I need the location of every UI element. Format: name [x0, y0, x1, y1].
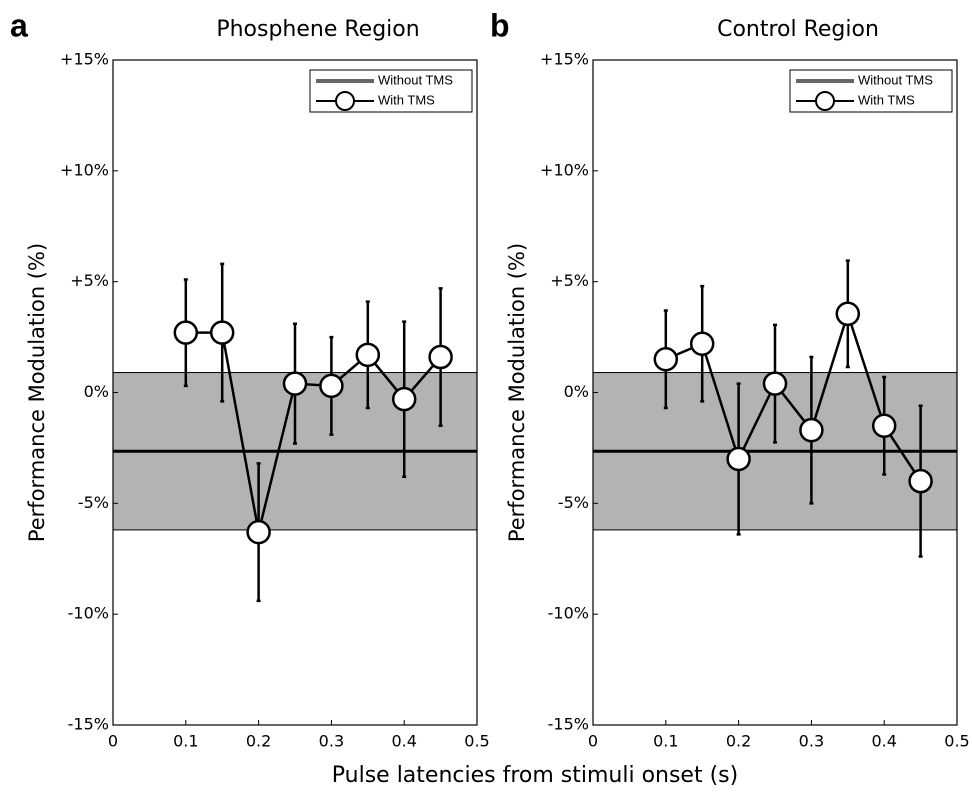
marker	[835, 301, 861, 327]
x-tick-label: 0.2	[726, 732, 751, 751]
data-line	[665, 309, 922, 482]
x-tick-label: 0.5	[944, 732, 969, 751]
marker	[871, 413, 897, 438]
marker	[209, 320, 235, 345]
y-tick-label: -5%	[558, 493, 589, 512]
marker	[355, 342, 381, 368]
legend-marker	[335, 91, 355, 111]
marker	[319, 373, 344, 399]
y-tick-label: 0%	[564, 382, 589, 401]
legend-label: With TMS	[378, 92, 435, 107]
x-tick-label: 0.3	[319, 732, 344, 751]
x-tick-label: 0.3	[799, 732, 824, 751]
marker	[726, 446, 751, 472]
legend-label: With TMS	[858, 92, 915, 107]
panel-label: a	[10, 7, 28, 43]
marker	[173, 320, 199, 345]
marker	[282, 371, 308, 396]
marker	[762, 371, 788, 396]
marker	[689, 331, 715, 356]
x-tick-label: 0	[108, 732, 118, 751]
y-tick-label: +15%	[540, 50, 589, 69]
marker	[799, 417, 824, 443]
x-tick-label: 0	[588, 732, 598, 751]
y-tick-label: -10%	[548, 604, 589, 623]
chart-title: Control Region	[717, 17, 879, 42]
y-tick-label: -15%	[68, 715, 109, 734]
x-axis-label: Pulse latencies from stimuli onset (s)	[332, 763, 738, 788]
y-tick-label: -10%	[68, 604, 109, 623]
panel-label: b	[490, 7, 510, 43]
y-tick-label: +15%	[60, 50, 109, 69]
y-tick-label: 0%	[84, 382, 109, 401]
marker	[428, 344, 453, 370]
legend-label: Without TMS	[858, 72, 933, 87]
x-tick-label: 0.4	[871, 732, 896, 751]
marker	[246, 519, 271, 545]
y-axis-label: Performance Modulation (%)	[505, 243, 529, 542]
y-tick-label: +5%	[70, 271, 109, 290]
chart-title: Phosphene Region	[216, 17, 419, 42]
y-tick-label: +5%	[550, 271, 589, 290]
y-tick-label: +10%	[540, 160, 589, 179]
legend-label: Without TMS	[378, 72, 453, 87]
marker	[391, 386, 417, 412]
x-tick-label: 0.4	[391, 732, 416, 751]
y-tick-label: -5%	[78, 493, 109, 512]
y-axis-label: Performance Modulation (%)	[25, 243, 49, 542]
y-tick-label: +10%	[60, 160, 109, 179]
x-tick-label: 0.1	[653, 732, 678, 751]
marker	[653, 347, 679, 372]
x-tick-label: 0.5	[464, 732, 489, 751]
legend-marker	[815, 91, 835, 111]
y-tick-label: -15%	[548, 715, 589, 734]
x-tick-label: 0.1	[173, 732, 198, 751]
marker	[908, 468, 933, 494]
x-tick-label: 0.2	[246, 732, 271, 751]
